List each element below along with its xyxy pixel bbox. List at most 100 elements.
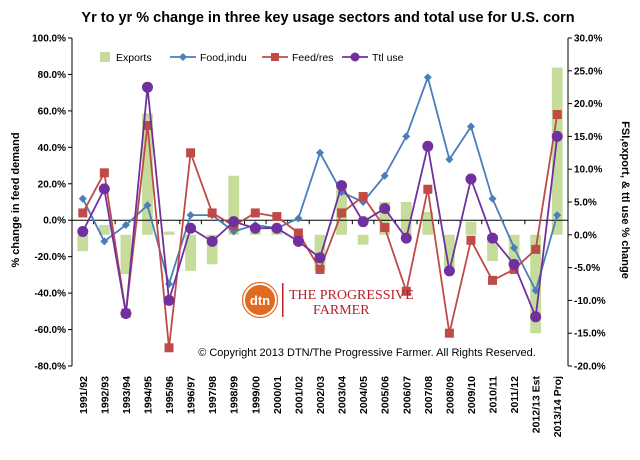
exports-bar (400, 202, 412, 235)
ttl-use-legend-marker (350, 52, 360, 62)
ttl-use-point (465, 173, 477, 185)
left-tick-label: -20.0% (34, 252, 66, 263)
exports-bar (530, 234, 542, 334)
feed-res-point (552, 110, 562, 120)
ttl-use-point (357, 216, 369, 228)
feed-res-point (380, 223, 390, 233)
dtn-logo-circle (245, 285, 275, 315)
legend: Exports Food,indu Feed/res Ttl use (100, 52, 404, 64)
ttl-use-point (530, 311, 542, 323)
food-indu-point (488, 194, 497, 203)
ttl-use-point (551, 130, 563, 142)
exports-bar (163, 231, 175, 235)
food-indu-legend-label: Food,indu (200, 52, 247, 64)
ttl-use-point (336, 180, 348, 192)
category-labels: 1991/92 1992/93 1993/94 1994/95 1995/96 1996/… (78, 376, 564, 438)
category-label: 1994/95 (142, 376, 154, 414)
left-tick-label: 60.0% (38, 106, 66, 117)
exports-bar (120, 234, 132, 275)
chart-title: Yr to yr % change in three key usage sec… (81, 10, 574, 26)
ttl-use-point (292, 235, 304, 247)
feed-res-point (99, 168, 109, 178)
exports-bar (357, 234, 369, 245)
exports-bar (206, 234, 218, 265)
category-label: 1996/97 (186, 376, 198, 414)
copyright-notice: © Copyright 2013 DTN/The Progressive Far… (198, 347, 536, 359)
ttl-use-point (120, 308, 132, 320)
left-tick-label: 80.0% (38, 70, 66, 81)
feed-res-point (466, 235, 476, 245)
category-label: 1999/00 (250, 376, 262, 414)
feed-res-point (488, 275, 498, 285)
food-indu-point (78, 194, 87, 203)
food-indu-point (466, 122, 475, 131)
ttl-use-point (98, 183, 110, 195)
right-tick-label: 30.0% (574, 34, 602, 45)
right-tick-label: -15.0% (574, 329, 606, 340)
right-tick-label: -10.0% (574, 296, 606, 307)
right-axis-label: FSI,export, & ttl use % change (619, 121, 631, 279)
ttl-use-point (228, 216, 240, 228)
category-label: 2000/01 (272, 376, 284, 414)
category-label: 2013/14 Proj (552, 376, 564, 437)
right-tick-label: -5.0% (574, 263, 600, 274)
exports-bar (228, 175, 240, 235)
right-axis-ticks: 30.0% 25.0% 20.0% 15.0% 10.0% 5.0% 0.0% -5.0% -1… (568, 34, 606, 373)
ttl-use-point (206, 235, 218, 247)
ttl-use-point (141, 81, 153, 93)
exports-bar (379, 202, 391, 235)
feed-res-legend-label: Feed/res (292, 52, 333, 64)
feed-res-point (293, 228, 303, 238)
left-tick-label: 20.0% (38, 179, 66, 190)
food-indu-point (510, 243, 519, 252)
left-tick-label: 100.0% (32, 34, 66, 45)
ttl-use-point (400, 232, 412, 244)
dtn-logo-text: dtn (250, 293, 270, 308)
logo-divider (282, 283, 284, 317)
right-tick-label: 10.0% (574, 165, 602, 176)
category-label: 2009/10 (466, 376, 478, 414)
exports-bar (98, 224, 110, 235)
category-label: 1997/98 (207, 376, 219, 414)
category-label: 2006/07 (401, 376, 413, 414)
food-indu-point (423, 73, 432, 82)
exports-bar (551, 67, 563, 235)
exports-bar (444, 234, 455, 268)
feed-res-point (358, 192, 368, 202)
left-tick-label: -60.0% (34, 325, 66, 336)
right-tick-label: 5.0% (574, 198, 597, 209)
category-label: 2008/09 (444, 376, 456, 414)
dtn-logo-ring (241, 281, 279, 319)
ttl-use-point (379, 203, 391, 215)
feed-res-point (142, 120, 152, 130)
feed-res-point (401, 286, 411, 296)
exports-bar (422, 211, 434, 235)
category-label: 2003/04 (337, 376, 349, 414)
food-indu-point (553, 211, 562, 220)
left-tick-label: 0.0% (43, 216, 66, 227)
feed-res-point (78, 208, 88, 218)
right-tick-label: 20.0% (574, 99, 602, 110)
feed-res-legend-marker (271, 53, 279, 61)
right-tick-label: 0.0% (574, 230, 597, 241)
left-tick-label: -40.0% (34, 289, 66, 300)
ttl-use-point (185, 222, 197, 234)
ttl-use-point (163, 294, 175, 306)
feed-res-point (207, 208, 217, 218)
ttl-use-point (487, 232, 499, 244)
ttl-use-point (314, 252, 326, 264)
feed-res-point (186, 148, 196, 158)
feed-res-point (250, 208, 260, 218)
food-indu-point (121, 220, 130, 229)
right-tick-label: 15.0% (574, 132, 602, 143)
feed-res-point (444, 328, 454, 338)
category-label: 2001/02 (293, 376, 305, 414)
ttl-use-point (508, 258, 520, 270)
left-tick-label: -80.0% (34, 362, 66, 373)
food-indu-legend-marker (179, 53, 187, 61)
ttl-use-legend-label: Ttl use (372, 52, 404, 64)
category-label: 2007/08 (423, 376, 435, 414)
ttl-use-point (77, 226, 89, 238)
right-tick-label: -20.0% (574, 362, 606, 373)
food-indu-point (380, 171, 389, 180)
